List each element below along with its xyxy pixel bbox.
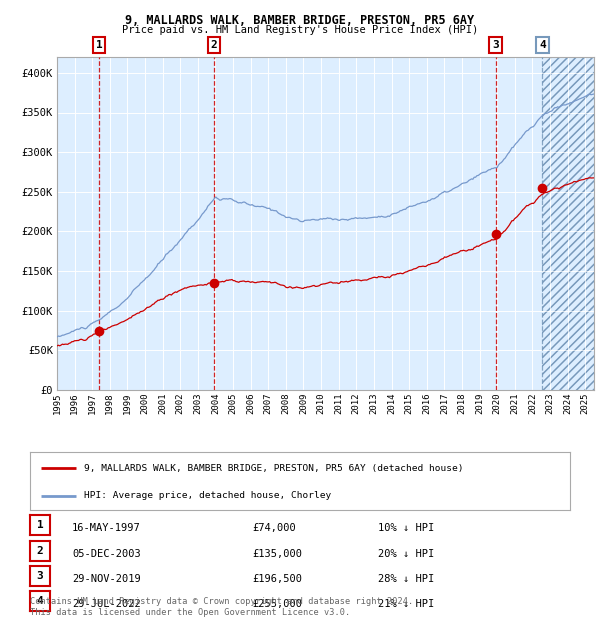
Text: 10% ↓ HPI: 10% ↓ HPI: [378, 523, 434, 533]
Text: 1: 1: [95, 40, 102, 50]
Text: 20% ↓ HPI: 20% ↓ HPI: [378, 549, 434, 559]
Text: £255,000: £255,000: [252, 599, 302, 609]
Text: £196,500: £196,500: [252, 574, 302, 584]
Text: 29-NOV-2019: 29-NOV-2019: [72, 574, 141, 584]
Text: 9, MALLARDS WALK, BAMBER BRIDGE, PRESTON, PR5 6AY: 9, MALLARDS WALK, BAMBER BRIDGE, PRESTON…: [125, 14, 475, 27]
Text: 4: 4: [37, 596, 43, 606]
Text: 29-JUL-2022: 29-JUL-2022: [72, 599, 141, 609]
Text: 2: 2: [37, 546, 43, 556]
Text: 1: 1: [37, 520, 43, 530]
Text: 9, MALLARDS WALK, BAMBER BRIDGE, PRESTON, PR5 6AY (detached house): 9, MALLARDS WALK, BAMBER BRIDGE, PRESTON…: [84, 464, 464, 472]
Text: HPI: Average price, detached house, Chorley: HPI: Average price, detached house, Chor…: [84, 491, 331, 500]
Text: 16-MAY-1997: 16-MAY-1997: [72, 523, 141, 533]
Text: 4: 4: [539, 40, 546, 50]
Text: 28% ↓ HPI: 28% ↓ HPI: [378, 574, 434, 584]
Text: Contains HM Land Registry data © Crown copyright and database right 2024.
This d: Contains HM Land Registry data © Crown c…: [30, 598, 413, 617]
Text: £135,000: £135,000: [252, 549, 302, 559]
Bar: [542, 57, 594, 390]
Text: £74,000: £74,000: [252, 523, 296, 533]
Text: 3: 3: [37, 571, 43, 581]
Text: 05-DEC-2003: 05-DEC-2003: [72, 549, 141, 559]
Text: 3: 3: [492, 40, 499, 50]
Text: 2: 2: [211, 40, 217, 50]
Text: 21% ↓ HPI: 21% ↓ HPI: [378, 599, 434, 609]
Bar: [542, 57, 594, 390]
Text: Price paid vs. HM Land Registry's House Price Index (HPI): Price paid vs. HM Land Registry's House …: [122, 25, 478, 35]
